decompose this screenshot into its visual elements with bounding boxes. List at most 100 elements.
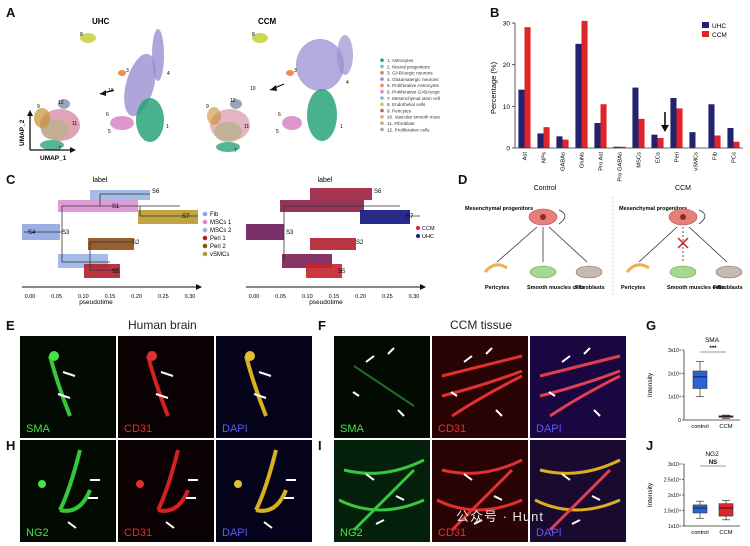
umap-legend-dot: [380, 64, 384, 69]
box-category: control: [691, 424, 708, 430]
e-cd31-label: CD31: [124, 423, 153, 435]
umap-axis-x: UMAP_1: [40, 155, 67, 162]
state-s5: S5: [112, 269, 120, 275]
box-title: NG2: [705, 451, 719, 458]
vsmc-arrow-head: [661, 125, 669, 132]
bar-b-category: Fib: [713, 152, 719, 160]
umap-title-ccm: CCM: [258, 17, 277, 26]
bar-uhc: [632, 87, 639, 148]
pseudo-left-legend-item: Fib: [210, 212, 219, 218]
umap-legend-dot: [380, 121, 384, 125]
control-progenitor-label: Mesenchymal progenitors: [465, 206, 533, 212]
micrograph-f-cd31: CD31: [432, 336, 528, 438]
micrograph-i-cd31: CD31: [432, 440, 528, 542]
svg-text:12: 12: [230, 98, 236, 104]
pseudo-left-title: label: [93, 177, 108, 184]
pseudo-left-legend-item: MSCs 1: [210, 220, 232, 226]
svg-text:6: 6: [278, 112, 281, 118]
bar-uhc: [575, 43, 582, 149]
svg-text:S2: S2: [356, 240, 364, 246]
pseudo-right-title: label: [318, 177, 333, 184]
pseudo-left-xlabel: pseudotime: [79, 299, 113, 306]
panel-i-label: I: [318, 438, 322, 453]
micrograph-e-cd31: CD31: [118, 336, 214, 438]
pseudotime-panel: label label S4 S3 S6 S7: [22, 177, 435, 306]
umap-legend-item: 10. Vascular smooth muscle cells: [387, 115, 440, 120]
umap-legend-dot: [380, 108, 384, 113]
box-ylabel: Intensity: [647, 372, 654, 397]
pseudo-right-legend-item: UHC: [422, 234, 434, 240]
bar-ccm: [562, 139, 569, 148]
bar-b-category: Ast: [523, 152, 529, 161]
micrograph-f-merge: DAPI: [530, 336, 626, 438]
pseudo-left-legend-item: MSCs 2: [210, 228, 232, 234]
micrograph-f-sma: SMA: [334, 336, 430, 438]
pseudo-tick-label: 0.25: [382, 294, 393, 300]
pseudo-right-legend-dot: [416, 226, 420, 230]
umap-legend-item: 9. Pericytes: [387, 108, 412, 113]
schematic-ccm-title: CCM: [675, 185, 691, 192]
svg-text:1: 1: [340, 124, 343, 130]
svg-text:9: 9: [37, 104, 40, 110]
watermark: 公众号 · Hunt: [456, 509, 545, 524]
ccm-progenitor-label: Mesenchymal progenitors: [619, 206, 687, 212]
panel-a-label: A: [6, 5, 16, 20]
bar-b-category: PCs: [732, 152, 738, 163]
umap-legend-dot: [380, 115, 384, 119]
pseudo-tick-label: 0.30: [409, 294, 420, 300]
panel-h-label: H: [6, 438, 16, 453]
bar-b-ytick-label: 30: [503, 21, 511, 28]
pseudo-left-legend-item: Peri 1: [210, 236, 226, 242]
umap-legend-item: 3. GABAergic neurons: [387, 71, 433, 76]
pseudo-tick-label: 0.15: [329, 294, 340, 300]
svg-text:S6: S6: [374, 189, 382, 195]
bar-b-category: Pro Ast: [599, 152, 605, 171]
h-cd31-label: CD31: [124, 527, 153, 539]
box-ytick-label: 3x10⁴: [668, 348, 681, 354]
box-ytick-label: 1x10⁴: [668, 395, 681, 401]
panel-e-title: Human brain: [128, 318, 197, 332]
bar-b-ytick-label: 20: [503, 62, 511, 69]
micrograph-h-merge: DAPI: [216, 440, 312, 542]
pseudo-left-legend-dot: [202, 251, 208, 257]
schematic-control-title: Control: [534, 185, 557, 192]
umap-axes: UMAP_2 UMAP_1: [19, 110, 76, 162]
box-ccm: [718, 503, 734, 517]
pseudo-right-legend: CCM UHC: [416, 226, 435, 240]
e-dapi-label: DAPI: [222, 423, 248, 435]
control-fibroblasts-label: Fibroblasts: [575, 285, 605, 291]
micrograph-i-merge: DAPI: [530, 440, 626, 542]
box-ytick-label: 2x10⁴: [668, 371, 681, 377]
pseudo-left-trajectory: S4 S3 S6 S7 S1 S2 S5: [22, 189, 198, 278]
bar-ccm: [657, 138, 664, 148]
legend-swatch-uhc: [702, 22, 709, 28]
svg-text:5: 5: [108, 129, 111, 135]
bar-uhc: [651, 134, 658, 148]
svg-text:3: 3: [126, 68, 129, 74]
svg-text:9: 9: [206, 104, 209, 110]
bar-b-category: ECs: [656, 152, 662, 163]
legend-label-uhc: UHC: [712, 23, 726, 30]
box-plot-g: SMA 3x10⁴ 2x10⁴ 1x10⁴ 0 Intensity control CCM **…: [647, 337, 740, 430]
pseudo-right-legend-dot: [416, 234, 420, 238]
panel-f-label: F: [318, 318, 326, 333]
panel-e-label: E: [6, 318, 15, 333]
umap-uhc-clusters: 8 3 4 10 6 5 1 9 12 11 7: [34, 29, 170, 152]
bar-uhc: [727, 128, 734, 148]
box-ytick-label: 2x10⁴: [668, 493, 681, 499]
schematic-ccm: Mesenchymal progenitors Pericytes Smooth…: [619, 206, 743, 291]
svg-text:6: 6: [106, 112, 109, 118]
umap-panel: UHC CCM 8 3 4 10 6 5 1 9 12 11 7: [19, 17, 440, 162]
box-control: [692, 504, 708, 514]
box-category: control: [691, 530, 708, 536]
h-ng2-label: NG2: [26, 527, 49, 539]
umap-legend-item: 1. Astrocytes: [387, 58, 414, 63]
box-category: CCM: [719, 530, 732, 536]
state-s6: S6: [152, 189, 160, 195]
bar-uhc: [670, 98, 677, 148]
svg-text:10: 10: [250, 86, 256, 92]
bar-uhc: [594, 123, 601, 148]
umap-legend-dot: [380, 58, 384, 62]
bar-ccm: [581, 20, 588, 148]
bar-uhc: [708, 104, 715, 148]
